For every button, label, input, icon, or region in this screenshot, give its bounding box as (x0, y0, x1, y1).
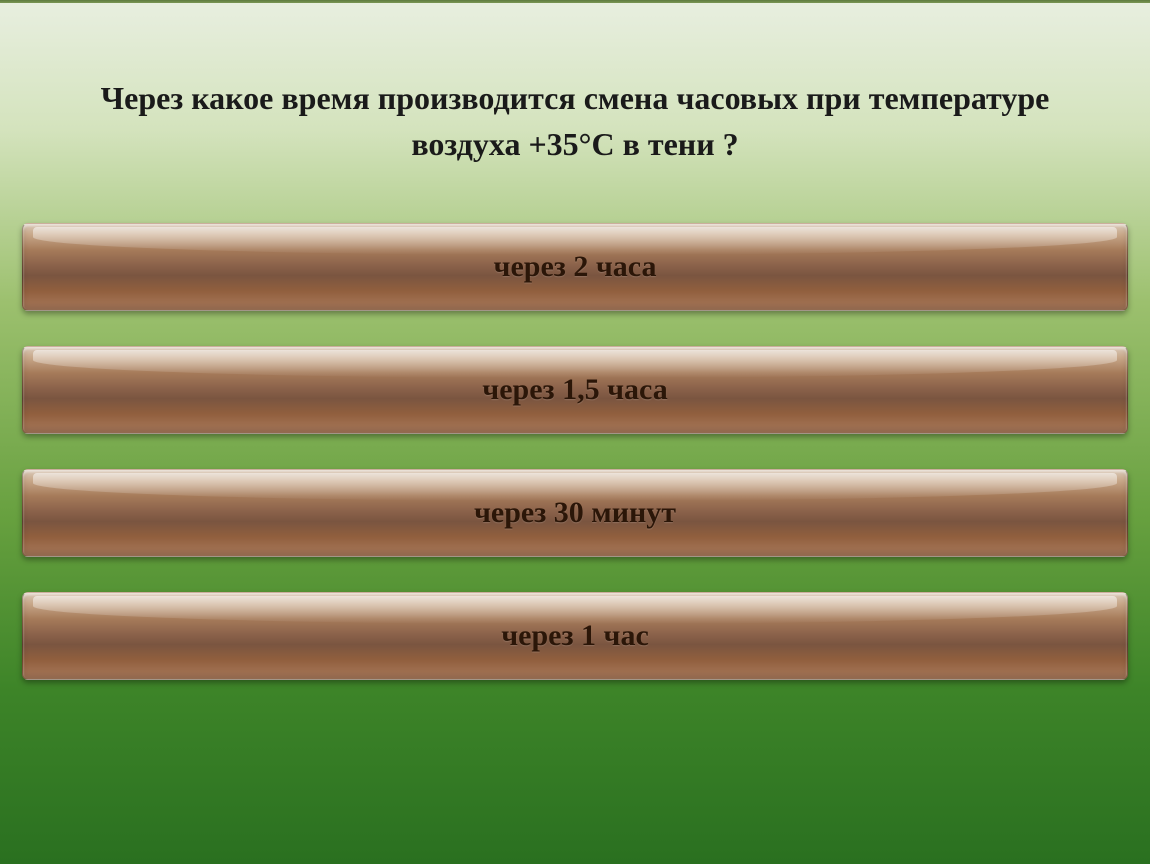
answer-label: через 1,5 часа (482, 373, 667, 407)
answer-label: через 1 час (501, 619, 649, 653)
question-text: Через какое время производится смена час… (60, 75, 1090, 168)
answer-option-2[interactable]: через 1,5 часа (22, 346, 1128, 434)
answer-label: через 30 минут (474, 496, 676, 530)
answer-option-4[interactable]: через 1 час (22, 592, 1128, 680)
question-area: Через какое время производится смена час… (0, 0, 1150, 223)
answer-option-3[interactable]: через 30 минут (22, 469, 1128, 557)
answer-label: через 2 часа (494, 250, 657, 284)
answers-container: через 2 часа через 1,5 часа через 30 мин… (0, 223, 1150, 680)
answer-option-1[interactable]: через 2 часа (22, 223, 1128, 311)
top-edge-strip (0, 0, 1150, 3)
